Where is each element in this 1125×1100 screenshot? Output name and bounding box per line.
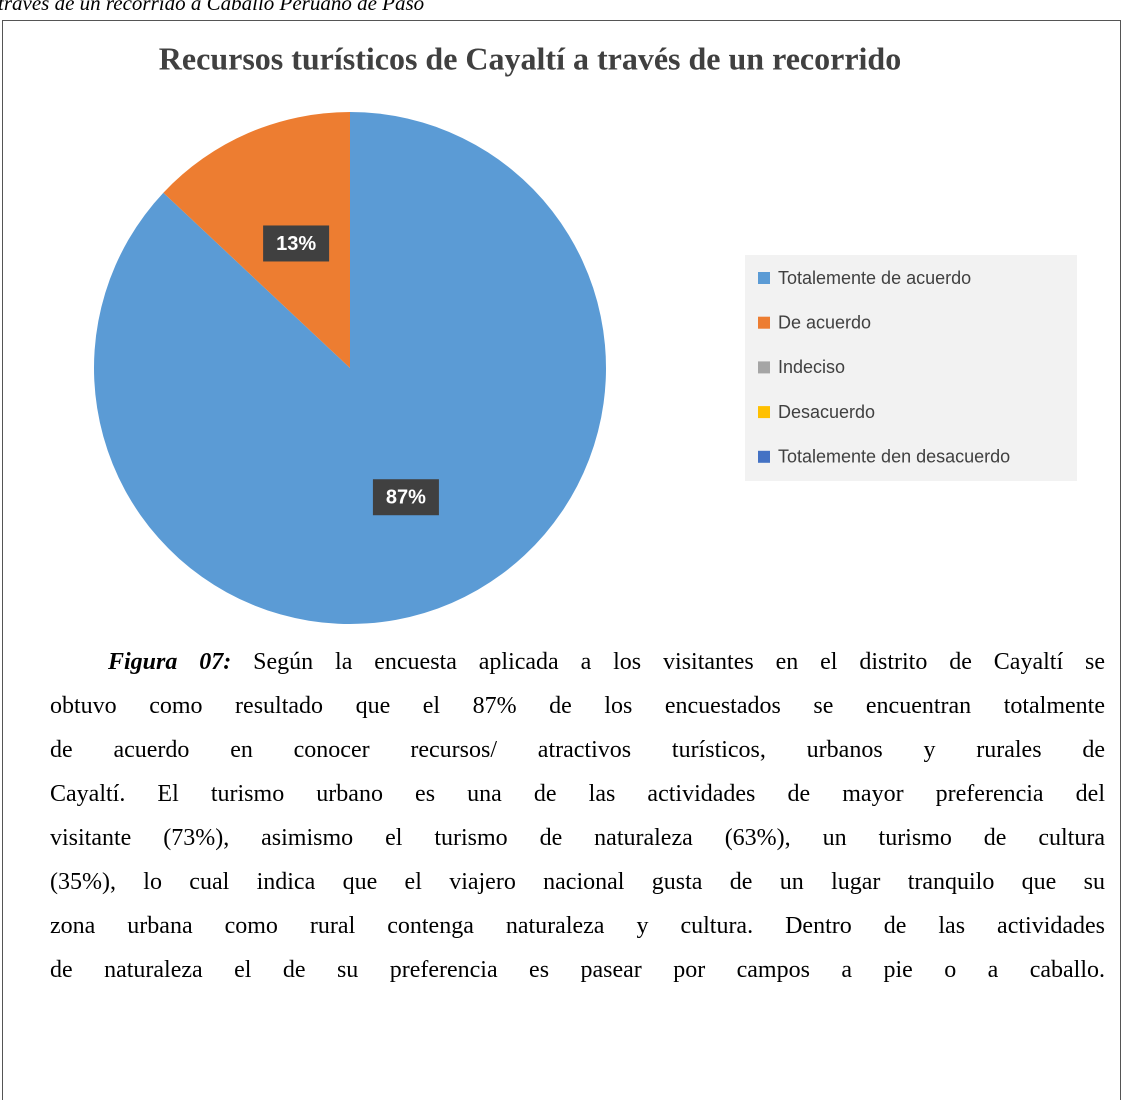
caption-text: obtuvo como resultado que el 87% de los … — [50, 693, 1105, 719]
legend-swatch — [758, 450, 770, 463]
caption-line: visitante (73%), asimismo el turismo de … — [50, 816, 1105, 860]
caption-text: de naturaleza el de su preferencia es pa… — [50, 957, 1105, 983]
caption-text: de acuerdo en conocer recursos/ atractiv… — [50, 737, 1105, 763]
caption-text: Según la encuesta aplicada a los visitan… — [231, 649, 1105, 675]
caption-line: zona urbana como rural contenga naturale… — [50, 904, 1105, 948]
caption-line: de naturaleza el de su preferencia es pa… — [50, 948, 1105, 992]
legend-label: Desacuerdo — [778, 402, 875, 422]
caption-label: Figura 07: — [108, 649, 232, 675]
caption-line: Cayaltí. El turismo urbano es una de las… — [50, 772, 1105, 816]
caption-line: obtuvo como resultado que el 87% de los … — [50, 684, 1105, 728]
legend-swatch — [758, 316, 770, 329]
caption: Figura 07: Según la encuesta aplicada a … — [50, 640, 1105, 992]
caption-line: de acuerdo en conocer recursos/ atractiv… — [50, 728, 1105, 772]
caption-line: (35%), lo cual indica que el viajero nac… — [50, 860, 1105, 904]
label-box — [263, 225, 330, 262]
legend-swatch — [758, 406, 770, 419]
label-box — [372, 479, 439, 516]
pie-slice — [93, 112, 606, 624]
caption-text: zona urbana como rural contenga naturale… — [50, 913, 1105, 939]
frame — [2, 20, 1121, 1100]
data-label: 13% — [276, 233, 316, 255]
caption-text: (35%), lo cual indica que el viajero nac… — [50, 869, 1105, 895]
pie-slice — [163, 112, 350, 368]
legend-swatch — [758, 361, 770, 374]
legend-swatch — [758, 272, 770, 284]
legend-label: Totalemente de acuerdo — [778, 268, 971, 288]
legend-label: De acuerdo — [778, 312, 871, 332]
data-label: 87% — [386, 487, 426, 509]
chart: Recursos turísticos de Cayaltí a través … — [93, 40, 1077, 624]
legend-label: Indeciso — [778, 357, 845, 377]
legend-label: Totalemente den desacuerdo — [778, 447, 1010, 467]
chart-title: Recursos turísticos de Cayaltí a través … — [159, 40, 901, 76]
header: través de un recorrido a Caballo Peruano… — [0, 0, 425, 15]
caption-line: Figura 07: Según la encuesta aplicada a … — [50, 640, 1105, 684]
legend-box — [745, 255, 1077, 481]
caption-text: Cayaltí. El turismo urbano es una de las… — [50, 781, 1105, 807]
caption-text: visitante (73%), asimismo el turismo de … — [50, 825, 1105, 851]
